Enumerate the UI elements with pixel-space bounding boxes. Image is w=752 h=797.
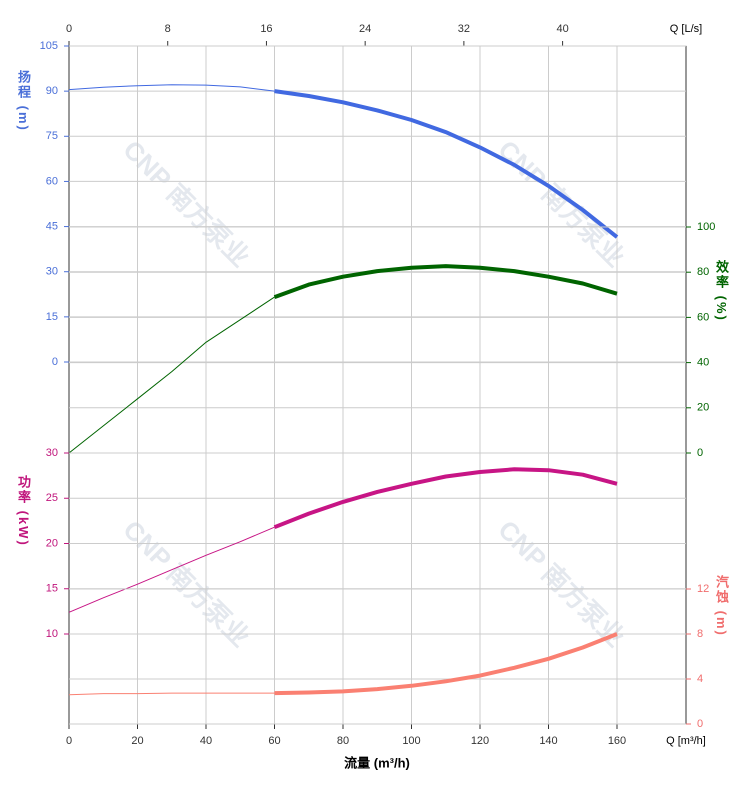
- y-tick-label: 0: [52, 356, 58, 368]
- x2-tick-label: 40: [556, 23, 568, 35]
- y-tick-label: 90: [46, 85, 58, 97]
- x-tick-label: 140: [539, 735, 557, 747]
- x-tick-label: 120: [471, 735, 489, 747]
- x2-tick-label: 8: [165, 23, 171, 35]
- axis-title: 功率 (kW): [16, 475, 31, 547]
- axis-title: 扬程 (m): [16, 70, 31, 132]
- x-tick-label: 20: [131, 735, 143, 747]
- curve-thick: [274, 89, 619, 239]
- y-tick-label: 4: [697, 673, 703, 685]
- axis-title: 效率 (%): [714, 260, 729, 322]
- curve-thin: [68, 692, 275, 696]
- y-tick-label: 105: [40, 40, 58, 52]
- x-tick-label: 100: [402, 735, 420, 747]
- x2-tick-label: 0: [66, 23, 72, 35]
- y-tick-label: 15: [46, 583, 58, 595]
- y-tick-label: 12: [697, 583, 709, 595]
- y-tick-label: 20: [46, 537, 58, 549]
- x-tick-label: 160: [608, 735, 626, 747]
- curve-thin: [68, 526, 275, 613]
- x2-unit-label: Q [L/s]: [670, 23, 702, 35]
- y-tick-label: 20: [697, 402, 709, 414]
- x-tick-label: 60: [268, 735, 280, 747]
- watermark: CNP 南方泵业: [492, 514, 630, 652]
- curve-thick: [274, 632, 618, 696]
- x-tick-label: 80: [337, 735, 349, 747]
- y-tick-label: 45: [46, 220, 58, 232]
- y-tick-label: 0: [697, 718, 703, 730]
- x-axis-title: 流量 (m³/h): [344, 755, 410, 770]
- x2-tick-label: 24: [359, 23, 371, 35]
- x2-tick-label: 16: [260, 23, 272, 35]
- y-tick-label: 30: [46, 447, 58, 459]
- axis-title: 汽蚀 (m): [714, 575, 729, 637]
- y-tick-label: 60: [46, 175, 58, 187]
- curve-thick: [273, 467, 618, 530]
- x2-tick-label: 32: [458, 23, 470, 35]
- x-tick-label: 0: [66, 735, 72, 747]
- y-tick-label: 10: [46, 628, 58, 640]
- y-tick-label: 80: [697, 266, 709, 278]
- y-tick-label: 25: [46, 492, 58, 504]
- y-tick-label: 15: [46, 311, 58, 323]
- watermark: CNP 南方泵业: [117, 134, 255, 272]
- curve-thick: [273, 264, 618, 299]
- y-tick-label: 30: [46, 266, 58, 278]
- watermark: CNP 南方泵业: [492, 134, 630, 272]
- y-tick-label: 100: [697, 221, 715, 233]
- curve-thin: [68, 296, 275, 454]
- y-tick-label: 0: [697, 447, 703, 459]
- y-tick-label: 8: [697, 628, 703, 640]
- y-tick-label: 75: [46, 130, 58, 142]
- y-tick-label: 40: [697, 357, 709, 369]
- curve-thin: [68, 84, 275, 92]
- x-unit-label: Q [m³/h]: [666, 735, 706, 747]
- x-tick-label: 40: [200, 735, 212, 747]
- y-tick-label: 60: [697, 311, 709, 323]
